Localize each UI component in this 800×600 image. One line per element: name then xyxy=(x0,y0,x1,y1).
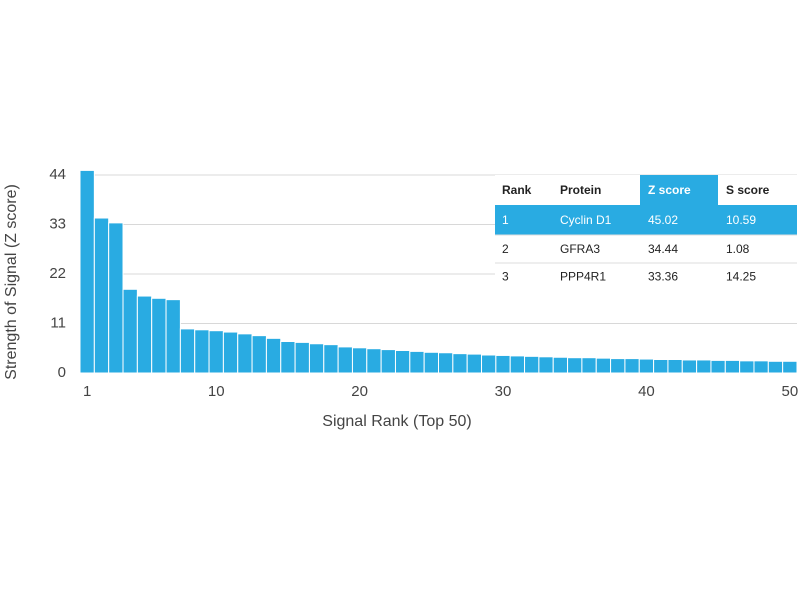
bar xyxy=(481,354,497,374)
table-cell: PPP4R1 xyxy=(560,270,606,284)
bar xyxy=(93,217,110,374)
table-cell: 33.36 xyxy=(648,270,678,284)
y-axis-label: Strength of Signal (Z score) xyxy=(3,184,20,380)
x-tick-label: 1 xyxy=(83,383,91,400)
bar xyxy=(524,355,540,374)
table-cell: 1 xyxy=(502,213,509,227)
table-cell: 10.59 xyxy=(726,213,756,227)
table-cell: 1.08 xyxy=(726,242,750,256)
row-highlight xyxy=(495,205,797,235)
x-tick-label: 10 xyxy=(208,383,225,400)
bar xyxy=(308,343,325,374)
table-header: S score xyxy=(726,183,770,197)
table-cell: Cyclin D1 xyxy=(560,213,612,227)
table-cell: 3 xyxy=(502,270,509,284)
bar xyxy=(423,351,440,374)
bar xyxy=(208,330,224,374)
bar xyxy=(509,355,526,374)
y-tick-label: 11 xyxy=(50,314,66,331)
bar xyxy=(351,347,368,374)
table-cell: 2 xyxy=(502,242,509,256)
bar xyxy=(753,360,769,374)
bar xyxy=(495,354,511,374)
table-cell: 14.25 xyxy=(726,270,756,284)
header-highlight xyxy=(640,175,718,205)
table-header: Protein xyxy=(560,183,601,197)
bar xyxy=(122,288,138,374)
x-axis-label: Signal Rank (Top 50) xyxy=(322,413,471,430)
bar xyxy=(452,353,468,374)
bar xyxy=(179,328,196,374)
bar xyxy=(767,360,784,374)
bar xyxy=(710,359,726,374)
bar xyxy=(136,295,153,374)
bar xyxy=(251,335,267,374)
x-tick-label: 20 xyxy=(351,383,368,400)
x-tick-label: 30 xyxy=(495,383,512,400)
table-cell: GFRA3 xyxy=(560,242,600,256)
table-cell: 34.44 xyxy=(648,242,678,256)
bar xyxy=(366,348,382,374)
bar xyxy=(409,350,425,374)
bar xyxy=(380,349,396,374)
bar xyxy=(624,358,640,374)
bar xyxy=(222,331,239,374)
bar xyxy=(323,344,339,374)
y-tick-label: 22 xyxy=(49,265,66,282)
bar xyxy=(165,299,181,374)
bar xyxy=(595,357,612,374)
bar xyxy=(581,357,597,374)
bar xyxy=(696,359,712,374)
bar xyxy=(237,333,253,374)
x-tick-label: 50 xyxy=(781,383,798,400)
bar xyxy=(337,346,353,374)
bar xyxy=(552,356,569,374)
bar xyxy=(280,341,296,374)
bar xyxy=(739,360,755,374)
table-header: Z score xyxy=(648,183,691,197)
bar xyxy=(653,359,669,374)
bar xyxy=(438,352,454,374)
bar xyxy=(567,357,583,374)
bar xyxy=(151,297,167,374)
bar xyxy=(782,360,798,374)
x-tick-label: 40 xyxy=(638,383,655,400)
y-tick-label: 0 xyxy=(58,364,66,381)
bar xyxy=(610,358,626,374)
y-tick-label: 33 xyxy=(49,215,66,232)
bar xyxy=(294,341,310,374)
bar xyxy=(394,350,411,374)
bar xyxy=(724,359,741,374)
bar xyxy=(265,337,282,374)
bar xyxy=(108,222,124,374)
table-header: Rank xyxy=(502,183,532,197)
bar xyxy=(466,353,483,374)
bar xyxy=(538,356,554,374)
y-tick-label: 44 xyxy=(49,166,66,183)
bar xyxy=(638,358,655,374)
bar xyxy=(667,359,683,374)
table-cell: 45.02 xyxy=(648,213,678,227)
bar xyxy=(79,169,95,374)
bar xyxy=(681,359,698,374)
bar xyxy=(194,329,210,374)
